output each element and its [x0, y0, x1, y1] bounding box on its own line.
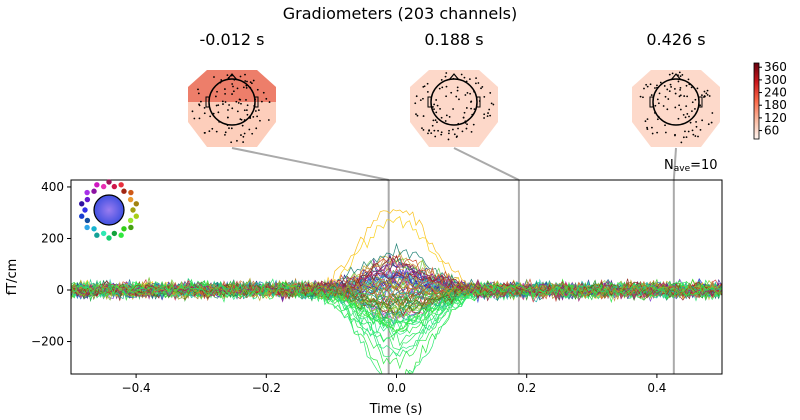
colorbar-tick-label: 180: [764, 98, 787, 112]
x-tick-label: 0.0: [387, 381, 406, 395]
y-tick-label: 0: [56, 283, 64, 297]
topomap-connector: [672, 147, 677, 181]
y-axis-label: fT/cm: [5, 259, 20, 296]
colorbar-tick-label: 300: [764, 73, 787, 87]
x-axis-label: Time (s): [369, 402, 423, 417]
channel-trace: [71, 279, 722, 326]
topomap-field: [410, 70, 498, 147]
colorbar-tick-label: 360: [764, 60, 787, 74]
topomap-field: [632, 70, 720, 147]
topomap: -0.012 s: [188, 30, 390, 374]
x-tick-label: 0.4: [647, 381, 666, 395]
y-tick-label: 400: [41, 180, 64, 194]
sensor-color-legend: [79, 179, 139, 241]
topomap-time-label: -0.012 s: [200, 30, 265, 49]
topomap-time-label: 0.188 s: [424, 30, 483, 49]
topomap-connector: [453, 147, 520, 181]
topomap: 0.426 s: [632, 30, 720, 374]
colorbar-tick-label: 120: [764, 111, 787, 125]
svg-text:Nave=10: Nave=10: [664, 158, 718, 174]
colorbar-tick-label: 60: [764, 124, 779, 138]
topomap-connector: [231, 147, 389, 181]
traces: [71, 209, 722, 374]
topomap: 0.188 s: [410, 30, 520, 374]
channel-trace: [71, 278, 722, 309]
x-tick-label: 0.2: [517, 381, 536, 395]
y-tick-label: −200: [31, 335, 64, 349]
channel-trace: [71, 280, 722, 342]
y-tick-label: 200: [41, 231, 64, 245]
channel-trace: [71, 279, 722, 374]
nave-label: Nave=10: [664, 158, 718, 174]
x-tick-label: −0.2: [252, 381, 281, 395]
figure-title: Gradiometers (203 channels): [283, 4, 517, 23]
channel-trace: [71, 278, 722, 301]
topomap-time-label: 0.426 s: [646, 30, 705, 49]
x-tick-label: −0.4: [122, 381, 151, 395]
colorbar-tick-label: 240: [764, 86, 787, 100]
